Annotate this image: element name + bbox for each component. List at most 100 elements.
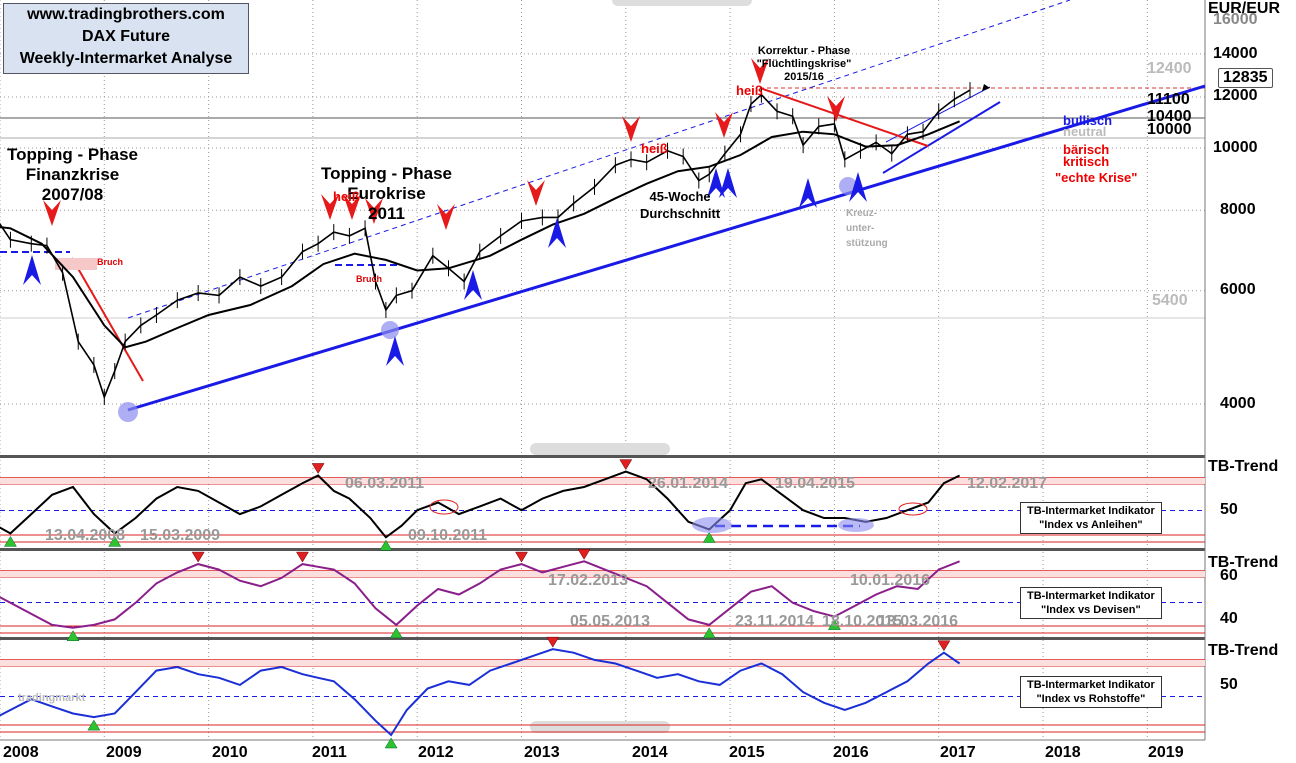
decorations — [0, 0, 1206, 741]
ind1-buy-triangle-8 — [108, 535, 122, 547]
baerisch-label: bärisch — [1063, 142, 1110, 157]
ind1-buy-triangle-3 — [3, 535, 17, 547]
bruch-label-2008: Bruch — [97, 257, 124, 267]
ind2-legend-line1: TB-Intermarket Indikator — [1027, 590, 1155, 602]
panel-divider-3 — [0, 637, 1205, 640]
upper-channel-line — [127, 0, 1071, 319]
down-arrow-6 — [622, 116, 640, 142]
x-tick-2016: 2016 — [833, 744, 869, 761]
ind2-sell-triangle-31 — [577, 549, 591, 560]
ind1-date-4: 12.02.2017 — [967, 475, 1048, 492]
topping1-line2: Finanzkrise — [25, 165, 120, 184]
currency-label: EUR/EUR — [1208, 0, 1281, 17]
ind2-date-3: 05.05.2013 — [570, 613, 651, 630]
bullisch-label: bullisch — [1063, 113, 1113, 128]
ind3-line — [0, 648, 961, 737]
ind1-date-3: 19.04.2015 — [775, 475, 856, 492]
ind2-date-4: 23.11.2014 — [735, 613, 815, 630]
ind2-buy-triangle-37 — [702, 627, 716, 639]
ind3-upper-band — [0, 660, 1205, 666]
ind2-y-tick-40: 40 — [1220, 610, 1238, 627]
y-tick-14000: 14000 — [1213, 45, 1258, 62]
subtitle-label: Weekly-Intermarket Analyse — [19, 50, 233, 67]
ind2-sell-triangle-17 — [296, 551, 309, 563]
panel-divider-1 — [0, 455, 1205, 458]
scroll-pill-1 — [530, 443, 670, 455]
target-arrowhead — [982, 84, 990, 91]
ind2-sell-triangle-12 — [191, 551, 205, 563]
down-arrow-2 — [343, 194, 361, 220]
y-tick-4000: 4000 — [1220, 395, 1256, 412]
instrument-label: DAX Future — [82, 28, 170, 45]
panel-divider-2 — [0, 548, 1205, 551]
x-tick-2017: 2017 — [940, 744, 976, 761]
kreuz-line2: unter- — [846, 223, 875, 234]
topping1-line1: Topping - Phase — [7, 145, 138, 164]
down-arrow-7 — [715, 112, 733, 138]
main-price-panel — [0, 0, 1206, 422]
short-trendline — [882, 101, 1001, 174]
ma-label: 45-Woche Durchschnitt — [640, 188, 720, 222]
level-10400: 10400 — [1147, 108, 1192, 125]
ind1-line — [0, 470, 961, 539]
topping-eurokrise-label: Topping - Phase Eurokrise 2011 — [318, 164, 455, 224]
topping2-line1: Topping - Phase — [321, 164, 452, 183]
ind2-upper-band — [0, 571, 1205, 577]
korrektur-line1: Korrektur - Phase — [757, 45, 851, 57]
ind2-line — [0, 560, 960, 629]
korrektur-line3: 2015/16 — [784, 71, 824, 83]
ind1-buy-triangle-38 — [702, 532, 716, 543]
short-trendline-upper — [885, 86, 991, 143]
ind1-date-6: 15.03.2009 — [140, 527, 221, 544]
kreuz-line3: stützung — [846, 238, 888, 249]
ind3-y-tick-50: 50 — [1220, 676, 1238, 693]
ind1-y-tick-50: 50 — [1220, 501, 1238, 518]
down-arrow-0 — [43, 200, 61, 226]
site-label: www.tradingbrothers.com — [27, 6, 225, 23]
level-5400: 5400 — [1152, 292, 1188, 309]
down-arrow-9 — [827, 96, 845, 122]
ind3-buy-triangle-22 — [384, 737, 398, 749]
long-term-trendline — [127, 84, 1206, 412]
up-arrow-6 — [799, 178, 817, 208]
ind1-date-5: 13.04.2008 — [45, 527, 126, 544]
up-arrow-2 — [464, 270, 482, 300]
x-tick-2019: 2019 — [1148, 744, 1184, 761]
korrektur-line2: "Flüchtlingskrise" — [756, 58, 852, 70]
ind1-legend: TB-Intermarket Indikator "Index vs Anlei… — [1020, 502, 1162, 534]
ind2-date-6: 13.03.2016 — [878, 613, 959, 630]
ind3-sell-triangle-49 — [937, 640, 951, 652]
bruch-highlight-2008 — [55, 258, 97, 270]
x-tick-2012: 2012 — [418, 744, 454, 761]
topping2-line2: Eurokrise — [347, 184, 426, 203]
kritisch-label: kritisch — [1063, 154, 1110, 169]
y-tick-8000: 8000 — [1220, 201, 1256, 218]
topping1-line3: 2007/08 — [41, 185, 104, 204]
x-tick-2010: 2010 — [212, 744, 248, 761]
ind2-legend: TB-Intermarket Indikator "Index vs Devis… — [1020, 587, 1162, 619]
heiss-label-2011: heiß — [333, 189, 360, 204]
x-tick-2013: 2013 — [524, 744, 560, 761]
ind3-legend-line1: TB-Intermarket Indikator — [1027, 679, 1155, 691]
ind2-buy-triangle-43 — [827, 619, 841, 630]
y-tick-12000: 12000 — [1213, 87, 1258, 104]
scroll-pill-0 — [612, 0, 752, 6]
x-tick-2018: 2018 — [1045, 744, 1081, 761]
ind1-hot-ellipse-2 — [898, 502, 928, 516]
down-arrow-1 — [321, 194, 339, 220]
x-tick-2015: 2015 — [729, 744, 765, 761]
level-11100: 11100 — [1147, 91, 1190, 108]
indicator-devisen-panel — [0, 549, 1205, 641]
up-arrow-5 — [719, 168, 737, 198]
last-price-tag: 12835 — [1218, 68, 1273, 88]
ind1-low-ellipse-1 — [692, 517, 732, 533]
y-tick-10000: 10000 — [1213, 139, 1258, 156]
y-tick-6000: 6000 — [1220, 281, 1256, 298]
x-tick-2009: 2009 — [106, 744, 142, 761]
scroll-pill-2 — [530, 721, 670, 733]
kreuz-line1: Kreuz- — [846, 208, 878, 219]
down-arrow-4 — [437, 204, 455, 230]
up-arrow-7 — [849, 172, 867, 202]
ind1-date-2: 26.01.2014 — [648, 475, 729, 492]
